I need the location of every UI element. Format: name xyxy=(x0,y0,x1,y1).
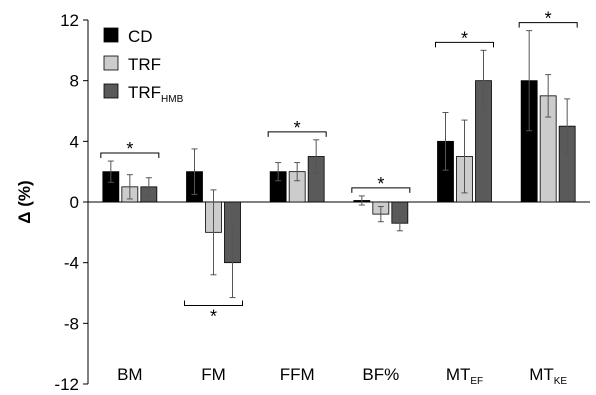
significance-star: * xyxy=(126,139,133,159)
y-axis-label: Δ (%) xyxy=(15,180,34,223)
significance-star: * xyxy=(545,9,552,29)
significance-bracket xyxy=(435,41,494,48)
legend-label: TRFHMB xyxy=(128,83,184,105)
category-label: FM xyxy=(201,365,226,384)
axes: 12 8 4 0 -4 -8 -12 Δ (%) BM FM FFM BF% MTEF MTKE xyxy=(15,11,590,394)
category-label: MTEF xyxy=(446,365,483,387)
legend: CD TRF TRFHMB xyxy=(103,27,184,105)
significance-bracket xyxy=(518,22,578,28)
y-tick-label: -12 xyxy=(54,375,79,394)
significance-markers: * * * * * * xyxy=(100,9,578,327)
category-label: FFM xyxy=(280,365,315,384)
bars xyxy=(102,80,576,264)
legend-swatch xyxy=(103,55,119,71)
y-tick-label: -4 xyxy=(64,254,79,273)
significance-bracket xyxy=(184,300,243,307)
legend-label: TRF xyxy=(128,55,161,74)
y-tick-label: 12 xyxy=(60,11,79,30)
significance-star: * xyxy=(461,28,468,48)
legend-swatch xyxy=(103,83,119,99)
category-label: BM xyxy=(117,365,143,384)
significance-bracket xyxy=(100,152,160,159)
error-bars xyxy=(107,30,571,299)
significance-star: * xyxy=(294,118,301,138)
y-tick-label: -8 xyxy=(64,314,79,333)
y-tick-label: 8 xyxy=(70,72,79,91)
significance-bracket xyxy=(267,131,327,137)
legend-swatch xyxy=(103,27,119,43)
category-label: MTKE xyxy=(529,365,567,387)
y-tick-label: 4 xyxy=(70,132,79,151)
y-tick-label: 0 xyxy=(70,193,79,212)
significance-star: * xyxy=(377,174,384,194)
legend-label: CD xyxy=(128,27,153,46)
significance-star: * xyxy=(210,307,217,327)
category-label: BF% xyxy=(362,365,399,384)
significance-bracket xyxy=(351,187,411,193)
